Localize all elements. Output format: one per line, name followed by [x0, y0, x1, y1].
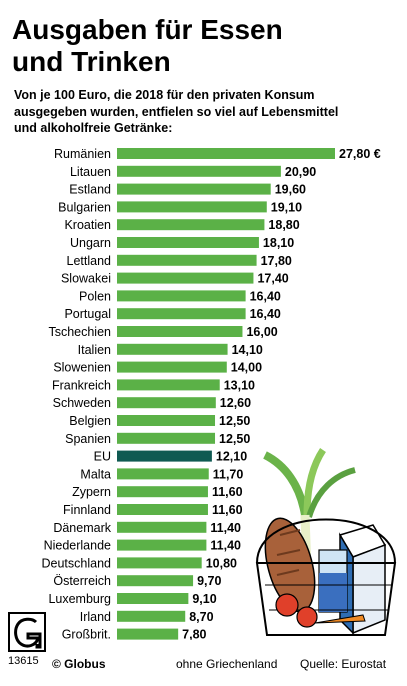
value-label: 19,10 [271, 200, 302, 214]
value-label: 11,60 [212, 485, 243, 499]
category-label: Belgien [69, 414, 111, 428]
category-label: Irland [80, 610, 111, 624]
logo-number: 13615 [8, 655, 39, 667]
value-label: 12,10 [216, 450, 247, 464]
value-label: 9,70 [197, 574, 221, 588]
bar [117, 450, 212, 462]
source-credit: Quelle: Eurostat [300, 657, 387, 671]
bar [117, 361, 227, 373]
value-label: 17,80 [261, 254, 292, 268]
category-label: Lettland [67, 254, 112, 268]
title-line-2: und Trinken [12, 46, 171, 77]
category-label: Slowenien [53, 361, 111, 375]
bar [117, 290, 246, 302]
bar [117, 610, 186, 622]
bar [117, 237, 259, 248]
bar [117, 397, 216, 409]
category-label: Schweden [53, 396, 111, 410]
subtitle-line-2: ausgegeben wurden, entfielen so viel auf… [14, 104, 339, 119]
value-label: 7,80 [182, 628, 206, 640]
globus-logo-icon [8, 612, 46, 652]
value-label: 8,70 [189, 610, 213, 624]
category-label: Litauen [70, 165, 111, 179]
bar [117, 575, 194, 587]
bar [117, 343, 228, 355]
category-label: Bulgarien [58, 200, 111, 214]
bar [117, 628, 179, 640]
brand-credit: © Globus [52, 657, 106, 671]
bar [117, 415, 216, 426]
bar [117, 201, 267, 213]
footnote: ohne Griechenland [176, 657, 278, 671]
bar [117, 219, 265, 231]
value-label: 16,40 [250, 307, 281, 321]
value-label: 14,10 [232, 343, 263, 357]
bar [117, 272, 254, 284]
category-label: Italien [78, 343, 111, 357]
bar [117, 468, 209, 480]
chart-subtitle: Von je 100 Euro, die 2018 für den privat… [14, 87, 404, 137]
value-label: 16,40 [250, 289, 281, 303]
category-label: Rumänien [54, 147, 111, 161]
category-label: Luxemburg [48, 592, 111, 606]
chart-title: Ausgaben für Essen und Trinken [12, 14, 402, 78]
value-label: 19,60 [275, 183, 306, 197]
value-label: 18,10 [263, 236, 294, 250]
value-label: 12,50 [219, 414, 250, 428]
bar [117, 504, 208, 515]
value-label: 20,90 [285, 165, 316, 179]
title-line-1: Ausgaben für Essen [12, 14, 283, 45]
bar [117, 521, 207, 533]
category-label: Deutschland [42, 556, 112, 570]
bar [117, 432, 216, 444]
category-label: Niederlande [44, 539, 111, 553]
value-label: 12,60 [220, 396, 251, 410]
bar [117, 254, 257, 266]
category-label: Tschechien [48, 325, 111, 339]
value-label: 13,10 [224, 378, 255, 392]
subtitle-line-3: und alkoholfreie Getränke: [14, 121, 173, 135]
bar [117, 165, 281, 177]
bar [117, 183, 271, 195]
value-label: 14,00 [231, 361, 262, 375]
value-label: 12,50 [219, 432, 250, 446]
bar [117, 326, 243, 337]
value-label: 18,80 [268, 218, 299, 232]
category-label: Österreich [53, 574, 111, 588]
bar [117, 539, 207, 551]
subtitle-line-1: Von je 100 Euro, die 2018 für den privat… [14, 88, 315, 102]
value-label: 11,60 [212, 503, 243, 517]
bar [117, 486, 208, 498]
bar [117, 308, 246, 320]
category-label: Slowakei [61, 272, 111, 286]
category-label: Frankreich [52, 378, 111, 392]
category-label: Polen [79, 289, 111, 303]
value-label: 17,40 [257, 272, 288, 286]
value-label: 16,00 [246, 325, 277, 339]
category-label: EU [94, 450, 111, 464]
value-label: 9,10 [192, 592, 216, 606]
category-label: Zypern [72, 485, 111, 499]
bar-chart: Rumänien 27,80 € Litauen 20,90 Estland 19,60 B… [42, 147, 381, 640]
category-label: Portugal [64, 307, 111, 321]
category-label: Großbrit. [62, 628, 111, 640]
bar [117, 593, 189, 604]
value-label: 11,40 [210, 521, 241, 535]
category-label: Ungarn [70, 236, 111, 250]
value-label: 11,40 [210, 539, 241, 553]
category-label: Finnland [63, 503, 111, 517]
category-label: Malta [80, 467, 111, 481]
category-label: Kroatien [64, 218, 111, 232]
category-label: Dänemark [53, 521, 111, 535]
bar [117, 557, 202, 569]
value-label: 11,70 [213, 467, 244, 481]
value-label: 10,80 [206, 556, 237, 570]
category-label: Spanien [65, 432, 111, 446]
bar [117, 379, 220, 391]
value-label: 27,80 € [339, 147, 381, 161]
grocery-basket-icon [255, 448, 397, 636]
bar [117, 148, 335, 159]
category-label: Estland [69, 183, 111, 197]
